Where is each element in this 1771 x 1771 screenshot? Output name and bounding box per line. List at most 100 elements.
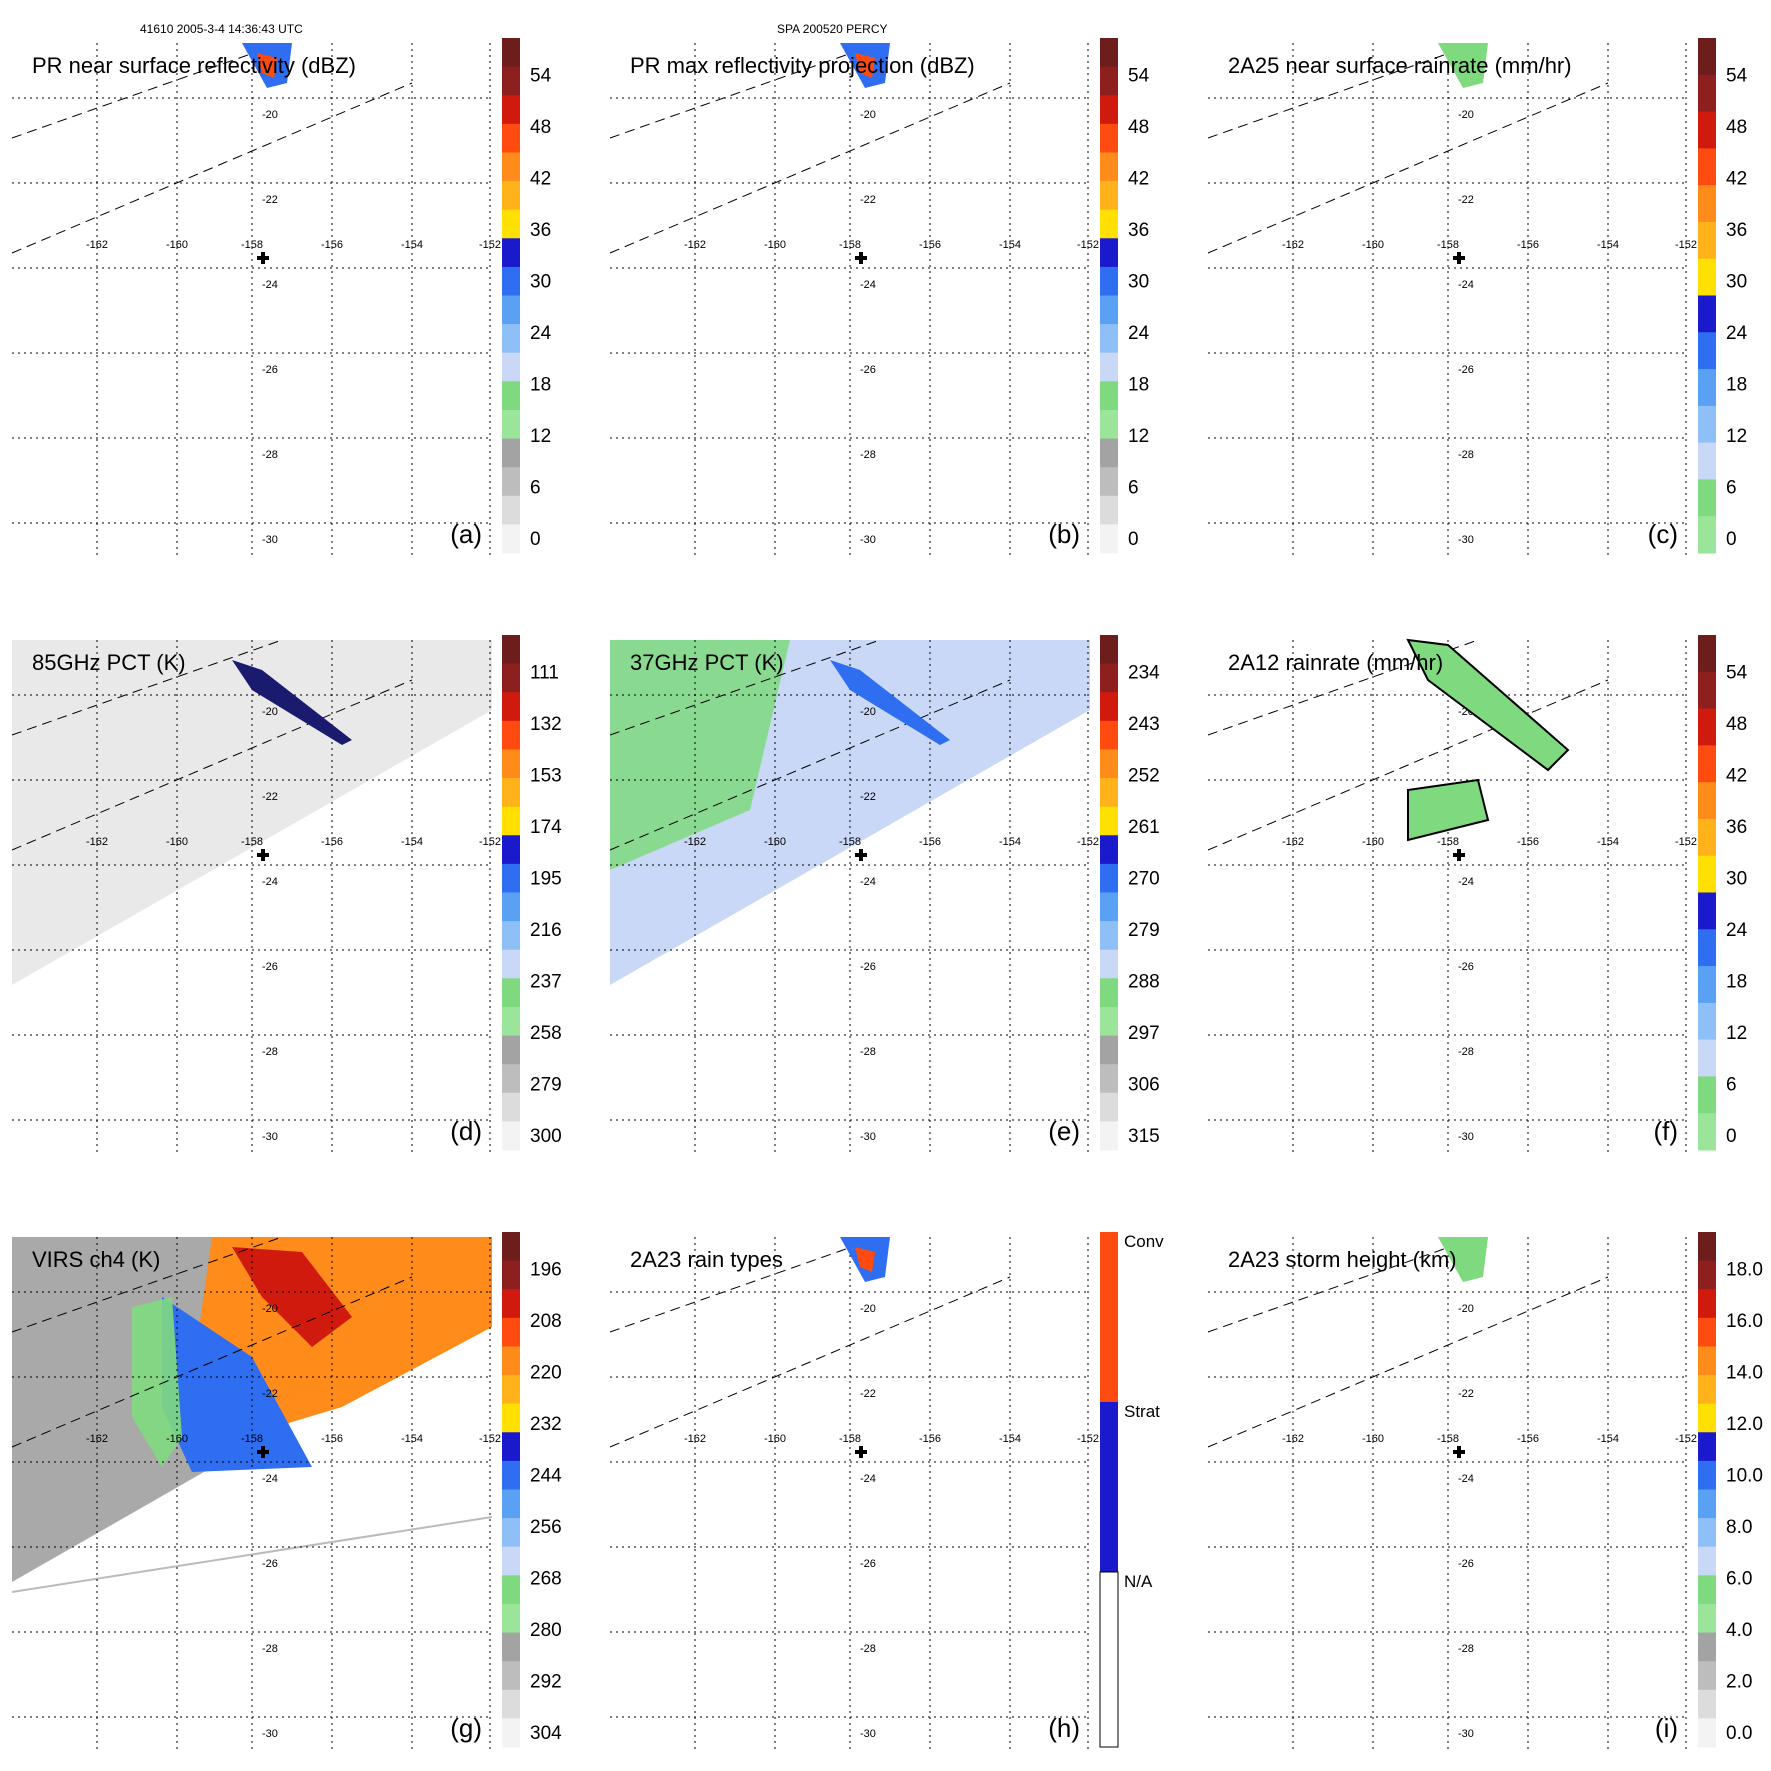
colorbar-segment (502, 835, 520, 865)
colorbar-label: 24 (1726, 323, 1748, 344)
colorbar-segment (502, 635, 520, 665)
lat-label: -28 (262, 449, 278, 461)
colorbar-segment (1100, 266, 1118, 296)
lon-label: -152 (479, 1433, 501, 1445)
colorbar-segment (502, 1346, 520, 1376)
lat-label: -20 (1458, 1303, 1474, 1315)
panel-title: PR max reflectivity projection (dBZ) (630, 53, 975, 78)
colorbar-label: 208 (530, 1311, 562, 1332)
colorbar-segment (1100, 66, 1118, 96)
colorbar-label: 132 (530, 714, 562, 735)
colorbar-segment (1100, 806, 1118, 836)
colorbar-segment (502, 152, 520, 182)
swath-boundary (609, 679, 1011, 851)
panel-title: 2A25 near surface rainrate (mm/hr) (1228, 53, 1572, 78)
lon-label: -162 (86, 239, 108, 251)
lat-label: -26 (860, 961, 876, 973)
colorbar-segment (1100, 978, 1118, 1008)
lat-label: -28 (860, 1643, 876, 1655)
panel-title: 2A23 rain types (630, 1247, 783, 1272)
lon-label: -152 (1675, 1433, 1697, 1445)
colorbar-segment (502, 495, 520, 525)
storm-center-cross (1453, 849, 1465, 861)
colorbar-segment (1100, 495, 1118, 525)
colorbar-segment (1100, 1064, 1118, 1094)
colorbar-e: 234 243 252 261 270 279 288 297 306 315 (1100, 635, 1160, 1151)
header-orbit-time: 41610 2005-3-4 14:36:43 UTC (140, 22, 303, 36)
swath-boundary (609, 1276, 1011, 1448)
colorbar-segment (502, 467, 520, 497)
lon-label: -158 (839, 239, 861, 251)
colorbar-segment (1100, 38, 1118, 68)
rain-core (257, 53, 277, 78)
colorbar-segment (1698, 1076, 1716, 1114)
colorbar-label: 24 (1128, 323, 1150, 344)
storm-center-cross (855, 849, 867, 861)
lat-label: -30 (262, 1728, 278, 1740)
colorbar-segment (1100, 921, 1118, 951)
colorbar-segment (1698, 1260, 1716, 1290)
colorbar-segment (1698, 782, 1716, 820)
colorbar-segment (502, 1689, 520, 1719)
lat-label: -30 (262, 534, 278, 546)
lat-label: -20 (860, 706, 876, 718)
colorbar-label: 12 (1726, 1023, 1747, 1044)
colorbar-segment (1698, 929, 1716, 967)
lat-label: -26 (262, 961, 278, 973)
colorbar-label: Strat (1124, 1402, 1160, 1421)
colorbar-f: 54 48 42 36 30 24 18 12 6 0 (1698, 635, 1748, 1151)
colorbar-segment (1698, 1232, 1716, 1262)
colorbar-label: 36 (1726, 817, 1747, 838)
colorbar-h: Conv Strat N/A (1099, 1232, 1164, 1748)
lon-label: -158 (241, 239, 263, 251)
colorbar-label: 16.0 (1726, 1311, 1763, 1332)
colorbar-segment (502, 1432, 520, 1462)
lon-label: -160 (764, 1433, 786, 1445)
colorbar-label: 48 (1726, 714, 1747, 735)
colorbar-segment (1100, 663, 1118, 693)
lon-label: -162 (684, 836, 706, 848)
colorbar-segment (1698, 38, 1716, 76)
lat-label: -28 (262, 1643, 278, 1655)
lon-label: -158 (241, 1433, 263, 1445)
colorbar-segment (1698, 369, 1716, 407)
colorbar-label: 0 (1726, 529, 1737, 550)
storm-center-cross (257, 849, 269, 861)
colorbar-segment (502, 1006, 520, 1037)
colorbar-label: 8.0 (1726, 1517, 1752, 1538)
colorbar-segment (1698, 405, 1716, 444)
swath-boundary (11, 82, 413, 254)
lon-label: -160 (1362, 1433, 1384, 1445)
lon-label: -156 (321, 836, 343, 848)
colorbar-na (1099, 1571, 1119, 1748)
lon-label: -156 (919, 1433, 941, 1445)
lat-label: -30 (1458, 1728, 1474, 1740)
colorbar-segment (1100, 381, 1118, 411)
colorbar-label: 153 (530, 766, 562, 787)
lon-label: -154 (999, 836, 1021, 848)
colorbar-b: 54 48 42 36 30 24 18 12 6 0 (1100, 38, 1150, 554)
rain-core (855, 1247, 875, 1272)
lat-label: -24 (262, 279, 278, 291)
colorbar-label: 268 (530, 1569, 562, 1590)
swath-boundary (1207, 1276, 1609, 1448)
colorbar-label: 0 (530, 529, 541, 550)
lat-label: -24 (262, 876, 278, 888)
lon-label: -158 (839, 1433, 861, 1445)
lon-label: -154 (401, 1433, 423, 1445)
colorbar-segment (502, 863, 520, 893)
colorbar-label: 12 (530, 426, 551, 447)
storm-center-cross (1453, 252, 1465, 264)
colorbar-label: 252 (1128, 766, 1160, 787)
colorbar-segment (502, 949, 520, 979)
colorbar-segment (502, 1403, 520, 1433)
colorbar-label: 36 (1128, 220, 1149, 241)
colorbar-segment (1698, 671, 1716, 710)
panel-letter: (e) (1048, 1116, 1080, 1146)
rain-area (1407, 778, 1490, 842)
rain-core (855, 53, 875, 78)
storm-center-cross (1453, 1446, 1465, 1458)
lat-label: -22 (262, 1388, 278, 1400)
colorbar-label: 297 (1128, 1023, 1160, 1044)
